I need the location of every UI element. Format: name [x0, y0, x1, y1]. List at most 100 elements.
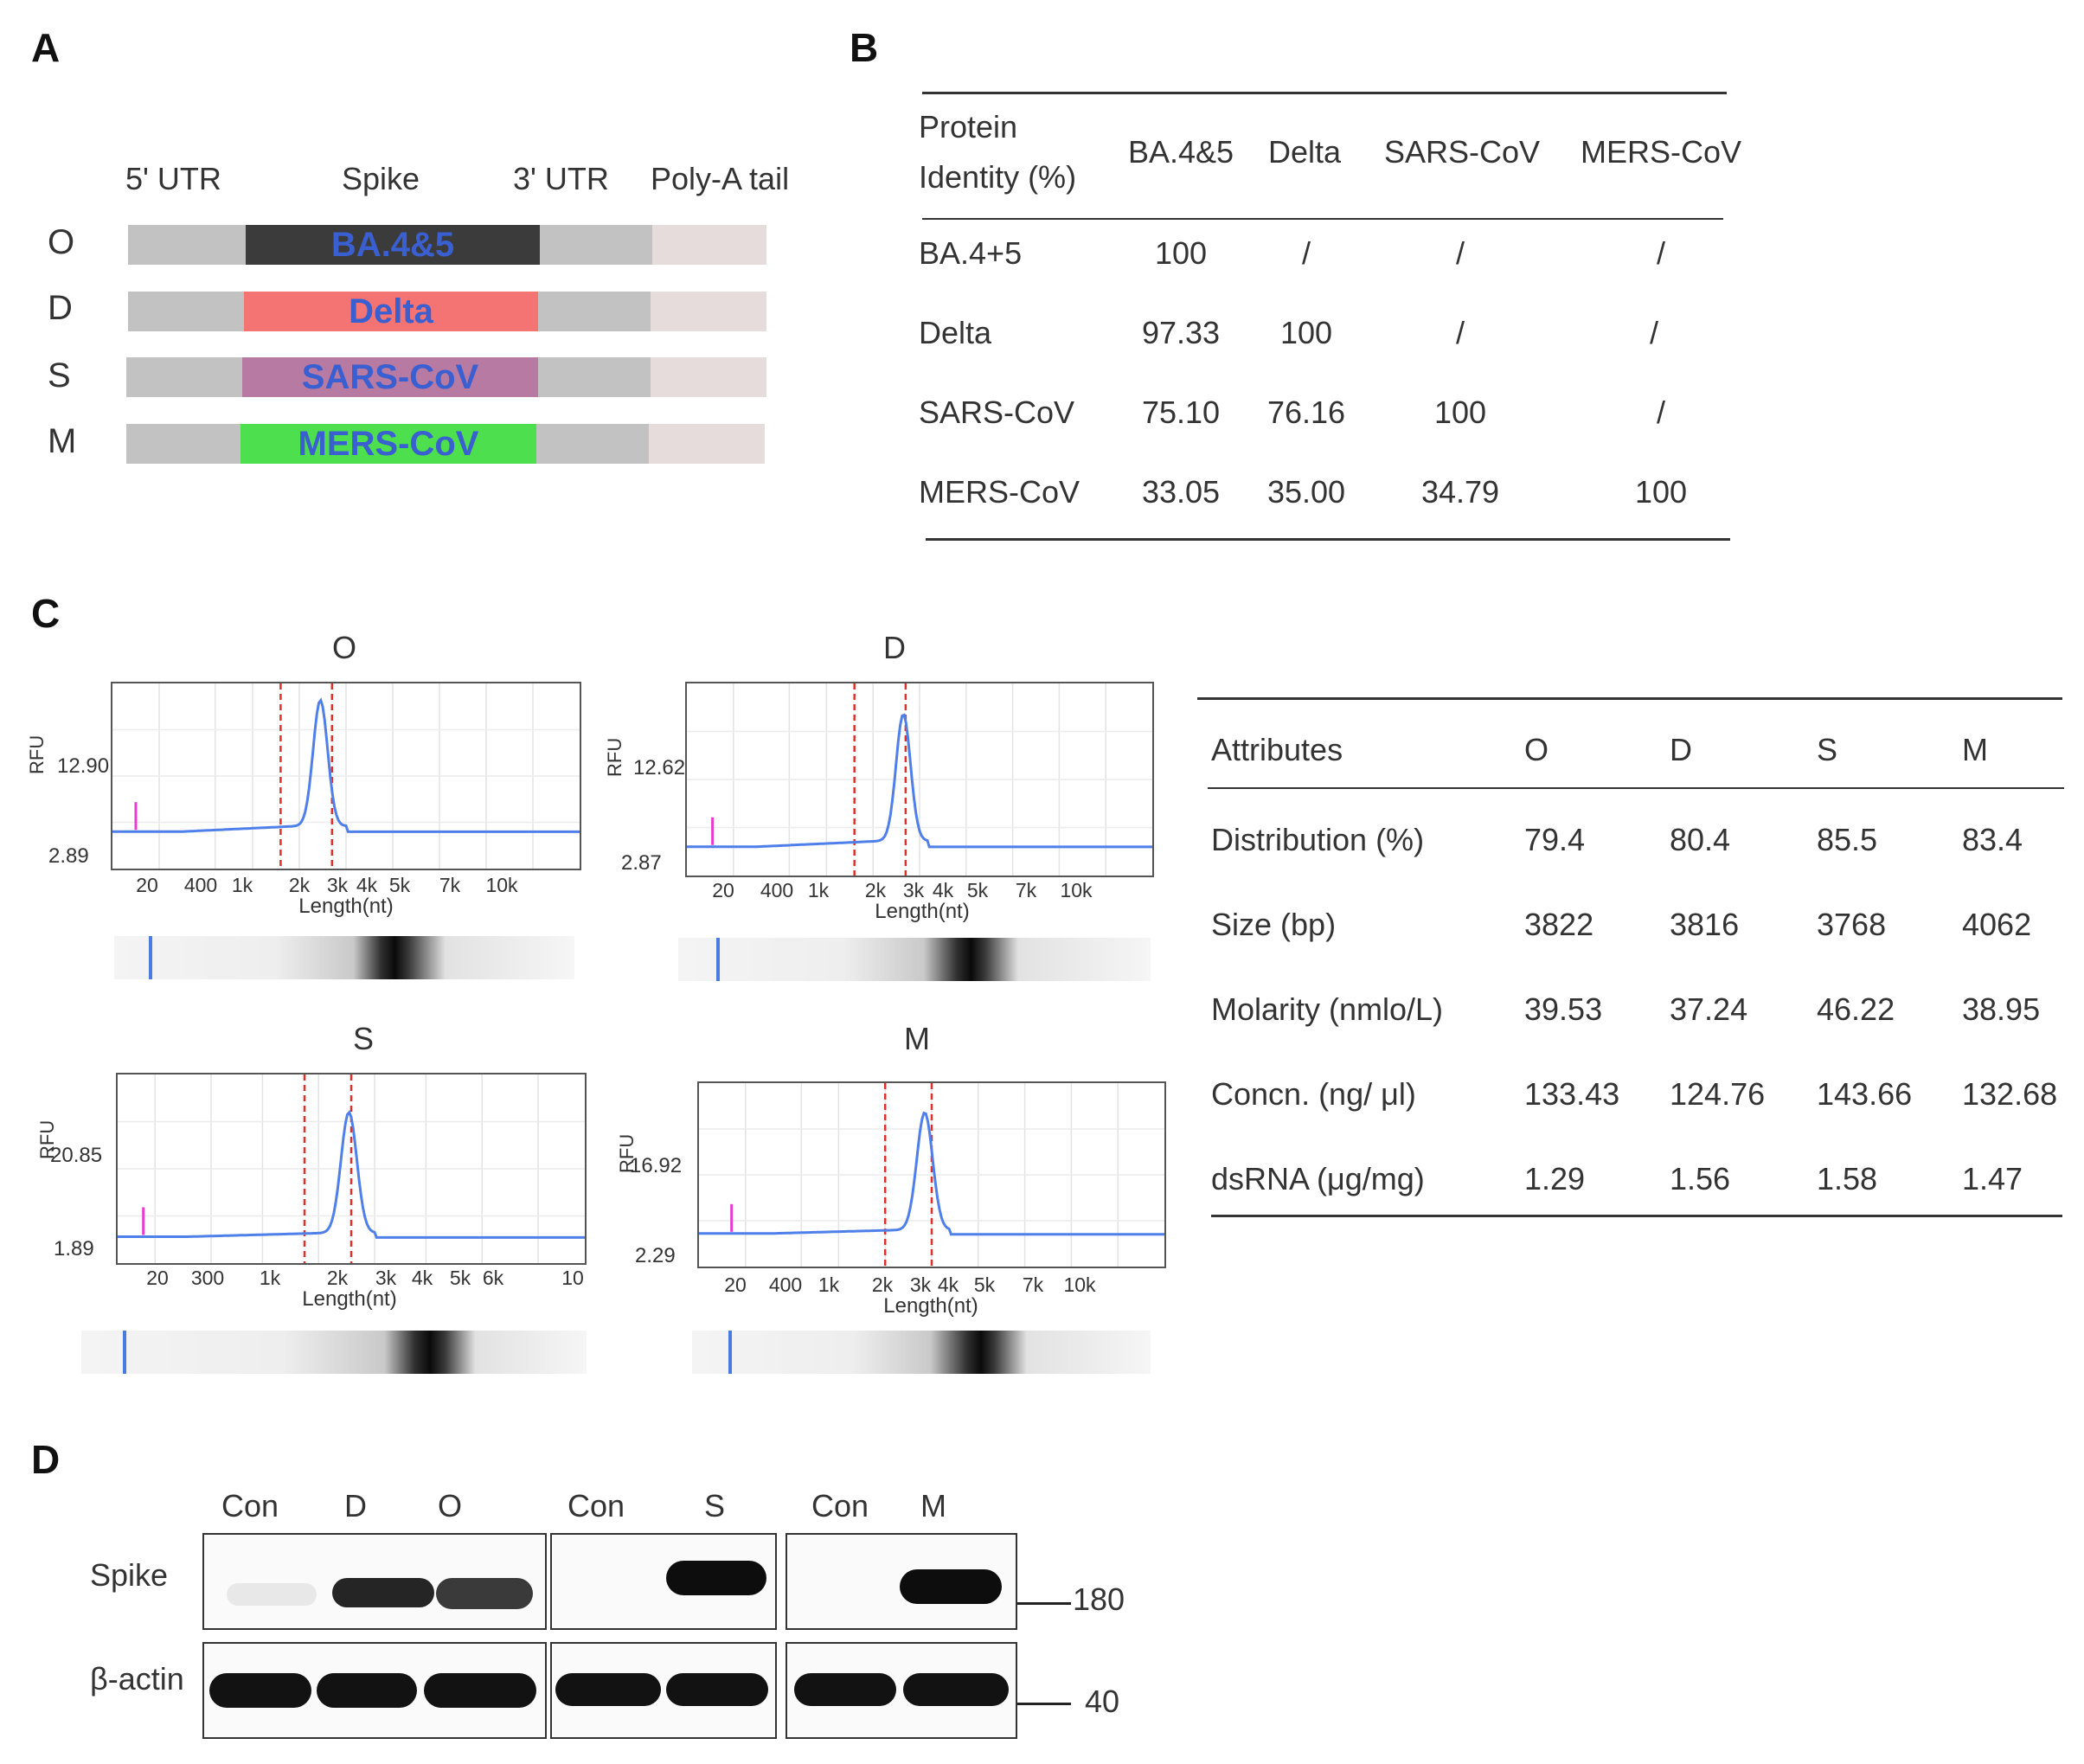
- spike-bar-d: [244, 292, 538, 331]
- x-axis-label: Length(nt): [298, 895, 394, 918]
- table-c-cell: 1.56: [1670, 1161, 1731, 1196]
- plot-title: S: [352, 1021, 375, 1056]
- x-axis-label: Length(nt): [883, 1294, 978, 1318]
- polya-bar-m: [649, 424, 765, 464]
- spike-label-s: SARS-CoV: [301, 358, 479, 396]
- utr3-bar-m: [536, 424, 649, 464]
- table-b-cell: 33.05: [1141, 474, 1221, 510]
- y-tick-label: 16.92: [630, 1154, 683, 1177]
- x-tick-label: 400: [768, 1273, 803, 1296]
- table-c-cell: 83.4: [1962, 822, 2023, 857]
- x-tick-label: 4k: [411, 1267, 433, 1289]
- lane-label: Con: [221, 1488, 279, 1523]
- trace-line: [118, 1110, 585, 1239]
- x-tick-label: 2k: [871, 1273, 894, 1296]
- y-tick-label: 1.89: [54, 1237, 94, 1260]
- table-b-cell: /: [1455, 315, 1465, 350]
- table-b-cell: 35.00: [1266, 474, 1346, 510]
- header-spike: Spike: [342, 161, 420, 196]
- plot-svg: [687, 683, 1152, 876]
- actin-band: [209, 1673, 311, 1708]
- plot-title: O: [331, 630, 357, 665]
- marker-line-40: [1017, 1703, 1071, 1705]
- table-c-cell: 133.43: [1524, 1076, 1620, 1112]
- table-c-cell: 3768: [1817, 907, 1887, 942]
- spike-band-s: [666, 1561, 766, 1595]
- x-tick-label: 400: [183, 874, 218, 896]
- table-b-header-line2: Identity (%): [919, 159, 1077, 195]
- table-b-row-name: BA.4+5: [919, 235, 1023, 271]
- table-c-cell: 1.47: [1962, 1161, 2023, 1196]
- table-b-top-rule: [922, 92, 1727, 94]
- gel-lane: [678, 938, 1151, 981]
- utr3-bar-d: [538, 292, 651, 331]
- spike-blot-1: [202, 1533, 547, 1630]
- gel-lane: [114, 936, 574, 979]
- gel-marker-band: [123, 1331, 126, 1374]
- actin-band: [555, 1673, 661, 1706]
- spike-bar-m: [240, 424, 536, 464]
- table-c-bottom-rule: [1211, 1215, 2062, 1217]
- x-tick-label: 5k: [388, 874, 411, 896]
- polya-bar-s: [651, 357, 766, 397]
- gel-lane: [81, 1331, 587, 1374]
- table-c-row-name: Distribution (%): [1211, 822, 1425, 857]
- table-c-cell: 143.66: [1817, 1076, 1913, 1112]
- plot-title: D: [883, 630, 906, 665]
- x-tick-label: 20: [712, 879, 734, 901]
- lane-label: Con: [811, 1488, 869, 1523]
- lane-label: O: [438, 1488, 463, 1523]
- table-c-cell: 46.22: [1817, 991, 1895, 1027]
- x-tick-label: 4k: [932, 879, 954, 901]
- table-b-col-header: MERS-CoV: [1580, 134, 1742, 170]
- table-b-cell: 100: [1433, 394, 1487, 430]
- x-tick-label: 1k: [807, 879, 830, 901]
- spike-bar-o: [246, 225, 540, 265]
- actin-band: [424, 1673, 536, 1708]
- table-c-header-rule: [1208, 787, 2064, 789]
- table-c-cell: 4062: [1962, 907, 2032, 942]
- polya-bar-d: [651, 292, 766, 331]
- x-tick-label: 6k: [482, 1267, 504, 1289]
- spike-bar-s: [242, 357, 538, 397]
- y-tick-label: 2.87: [621, 851, 662, 875]
- x-tick-label: 2k: [326, 1267, 349, 1289]
- x-tick-label: 7k: [439, 874, 461, 896]
- polya-bar-o: [652, 225, 766, 265]
- gel-marker-band: [149, 936, 152, 979]
- table-c-cell: 1.29: [1524, 1161, 1586, 1196]
- spike-label-m: MERS-CoV: [298, 425, 479, 463]
- x-tick-label: 20: [146, 1267, 169, 1289]
- table-c-row-name: Molarity (nmlo/L): [1211, 991, 1444, 1027]
- table-c-row-name: dsRNA (μg/mg): [1211, 1161, 1425, 1196]
- marker-40: 40: [1085, 1684, 1120, 1719]
- x-tick-label: 3k: [909, 1273, 932, 1296]
- utr3-bar-o: [540, 225, 652, 265]
- plot-svg: [112, 683, 580, 869]
- plot-area: [111, 682, 581, 870]
- header-5utr: 5' UTR: [125, 161, 221, 196]
- table-c-row-name: Concn. (ng/ μl): [1211, 1076, 1416, 1112]
- x-tick-label: 400: [760, 879, 794, 901]
- actin-band: [903, 1673, 1009, 1706]
- x-tick-label: 10k: [1063, 1273, 1096, 1296]
- spike-blot-2: [550, 1533, 777, 1630]
- table-b-cell: 100: [1634, 474, 1688, 510]
- plot-area: [685, 682, 1154, 877]
- x-tick-label: 1k: [818, 1273, 840, 1296]
- utr5-bar-d: [128, 292, 244, 331]
- table-b-col-header: Delta: [1267, 134, 1342, 170]
- lane-label: D: [344, 1488, 367, 1523]
- row-label-m: M: [48, 422, 77, 460]
- x-tick-label: 10: [561, 1267, 584, 1289]
- marker-180: 180: [1073, 1581, 1125, 1617]
- x-tick-label: 3k: [902, 879, 925, 901]
- panel-letter-d: D: [31, 1437, 61, 1482]
- table-b-col-header: BA.4&5: [1127, 134, 1234, 170]
- x-tick-label: 1k: [259, 1267, 281, 1289]
- x-tick-label: 4k: [937, 1273, 959, 1296]
- panel-letter-a: A: [31, 25, 61, 70]
- x-tick-label: 2k: [288, 874, 311, 896]
- actin-blot-1: [202, 1642, 547, 1739]
- actin-band: [317, 1673, 417, 1708]
